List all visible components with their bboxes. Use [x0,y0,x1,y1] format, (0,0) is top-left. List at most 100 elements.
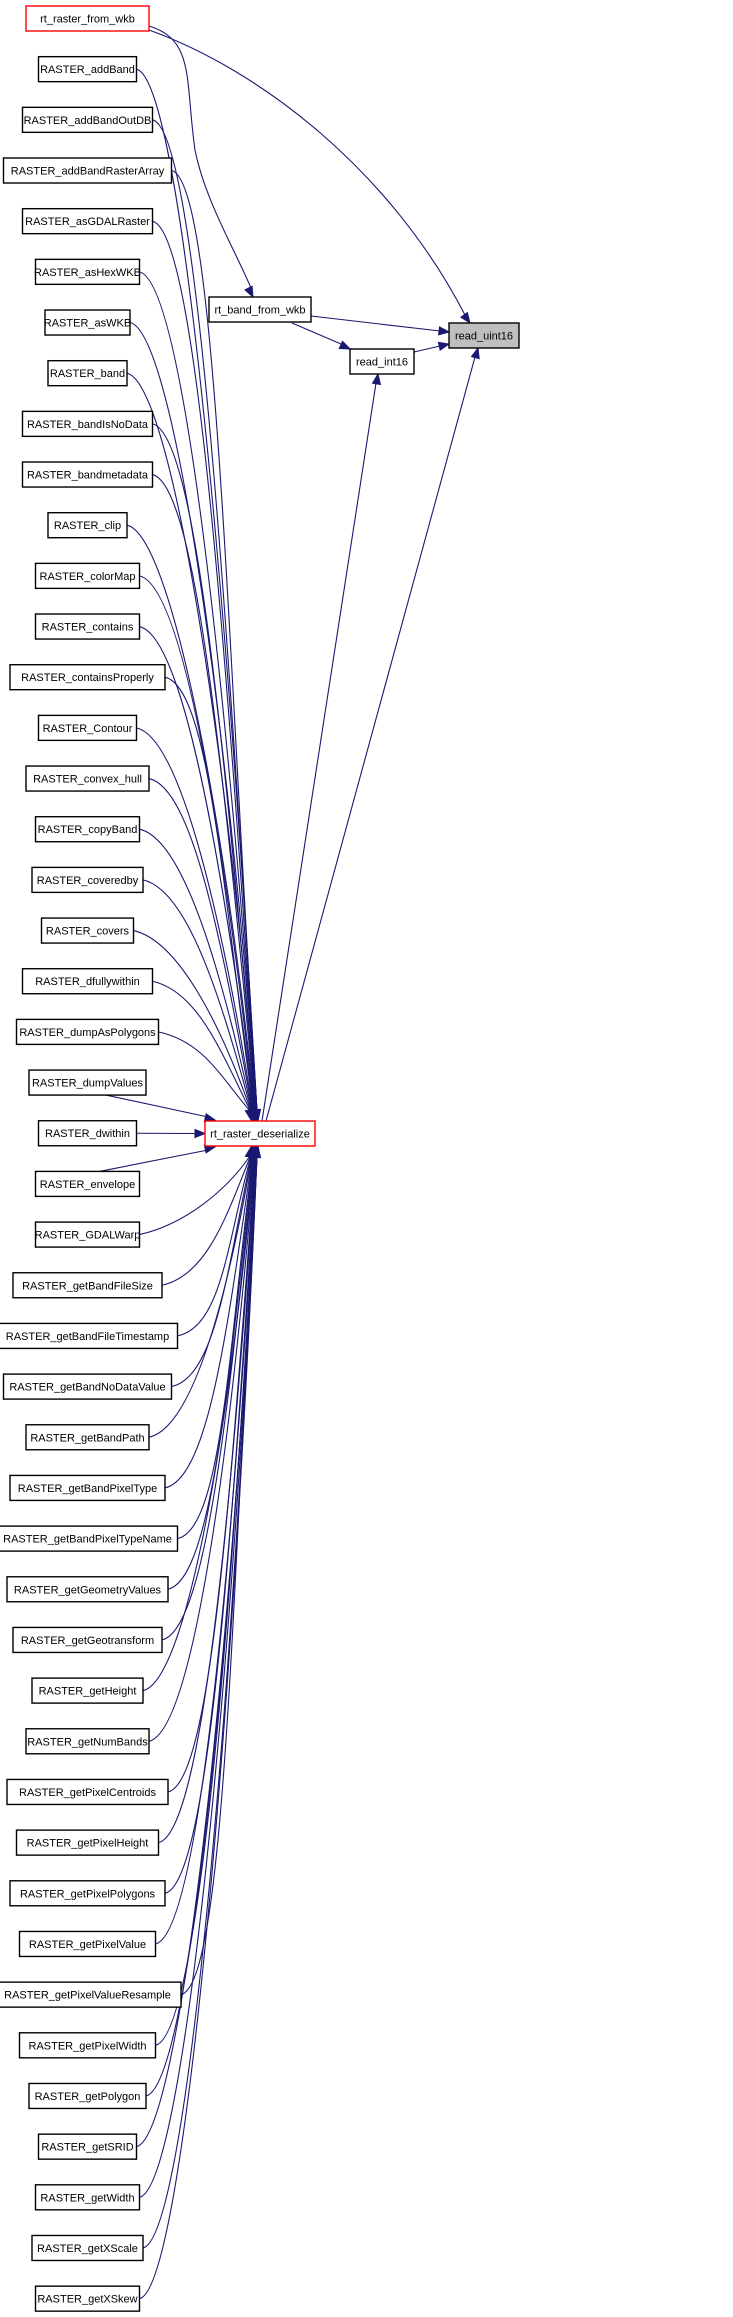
node-raster-getxskew[interactable]: RASTER_getXSkew [34,2285,141,2312]
node-raster-bandisnodata[interactable]: RASTER_bandIsNoData [21,410,154,438]
node-raster-envelope[interactable]: RASTER_envelope [34,1170,141,1198]
arrowhead-icon [338,340,352,350]
node-raster-bandmetadata[interactable]: RASTER_bandmetadata [21,461,154,488]
node-label: RASTER_dumpAsPolygons [19,1027,156,1039]
node-raster-getwidth[interactable]: RASTER_getWidth [34,2184,141,2211]
node-label: RASTER_copyBand [38,824,138,836]
edge-line [261,382,377,1122]
edge-raster-ashexwkb-to-rt-raster-deserialize [139,271,261,1122]
node-label: rt_band_from_wkb [214,305,305,317]
node-box [37,2133,138,2160]
node-raster-getpixelwidth[interactable]: RASTER_getPixelWidth [18,2032,157,2059]
node-raster-dumpaspolygons[interactable]: RASTER_dumpAsPolygons [15,1018,160,1046]
node-raster-getbandfilesize[interactable]: RASTER_getBandFileSize [12,1272,163,1299]
node-raster-contour[interactable]: RASTER_Contour [37,714,138,742]
node-raster-addbandoutdb[interactable]: RASTER_addBandOutDB [21,106,154,134]
edge-rt-raster-deserialize-to-read-int16 [261,372,382,1122]
node-label: RASTER_GDALWarp [35,1230,141,1242]
node-raster-getsrid[interactable]: RASTER_getSRID [37,2133,138,2160]
arrowhead-icon [244,285,254,299]
edge-raster-getwidth-to-rt-raster-deserialize [139,1145,261,2198]
node-box [9,1880,166,1907]
node-raster-getbandnodatavalue[interactable]: RASTER_getBandNoDataValue [2,1373,173,1400]
node-label: RASTER_getPixelHeight [27,1838,149,1850]
node-label: RASTER_dwithin [45,1128,130,1140]
edge-line [152,980,251,1112]
node-raster-contains[interactable]: RASTER_contains [34,613,141,640]
node-raster-getnumbands[interactable]: RASTER_getNumBands [25,1728,150,1755]
node-raster-addbandrasterarray[interactable]: RASTER_addBandRasterArray [2,157,173,184]
node-raster-getpolygon[interactable]: RASTER_getPolygon [28,2082,147,2110]
node-rt-raster-from-wkb[interactable]: rt_raster_from_wkb [25,5,150,32]
node-raster-ashexwkb[interactable]: RASTER_asHexWKB [34,258,141,286]
node-raster-getgeotransform[interactable]: RASTER_getGeotransform [12,1626,163,1654]
node-box [34,1221,141,1248]
edge-line [148,1155,253,1438]
node-label: RASTER_band [50,368,125,380]
node-raster-getbandfiletimestamp[interactable]: RASTER_getBandFileTimestamp [0,1322,179,1350]
node-raster-convex-hull[interactable]: RASTER_convex_hull [25,765,150,792]
edge-line [291,322,342,345]
node-label: RASTER_getPixelValueResample [4,1990,171,2002]
node-raster-getheight[interactable]: RASTER_getHeight [31,1677,144,1704]
node-raster-copyband[interactable]: RASTER_copyBand [34,816,141,843]
node-rt-raster-deserialize[interactable]: rt_raster_deserialize [204,1120,316,1147]
node-box [34,258,141,286]
node-raster-getpixelpolygons[interactable]: RASTER_getPixelPolygons [9,1880,166,1907]
node-box [15,1829,160,1856]
node-raster-getbandpath[interactable]: RASTER_getBandPath [25,1424,150,1451]
edge-line [310,315,441,332]
node-raster-asgdalraster[interactable]: RASTER_asGDALRaster [21,207,154,235]
node-box [12,1626,163,1654]
node-rt-band-from-wkb[interactable]: rt_band_from_wkb [208,296,312,323]
node-box [25,1424,150,1451]
edge-rt-band-from-wkb-to-read-uint16 [310,315,451,336]
node-read-int16[interactable]: read_int16 [349,348,415,375]
node-box [47,359,128,387]
edge-raster-contains-to-rt-raster-deserialize [139,626,258,1122]
node-label: RASTER_coveredby [37,875,139,887]
edge-rt-band-from-wkb-to-read-int16 [291,322,352,350]
node-raster-getpixelvalueresample[interactable]: RASTER_getPixelValueResample [0,1981,182,2008]
node-raster-band[interactable]: RASTER_band [47,359,128,387]
edge-line [413,345,441,353]
node-raster-dumpvalues[interactable]: RASTER_dumpValues [28,1069,147,1096]
node-raster-containsproperly[interactable]: RASTER_containsProperly [9,664,166,691]
edge-line [139,575,256,1112]
node-label: RASTER_containsProperly [21,672,154,684]
node-raster-gdalwarp[interactable]: RASTER_GDALWarp [34,1221,141,1248]
node-raster-getxscale[interactable]: RASTER_getXScale [31,2234,144,2262]
node-raster-dwithin[interactable]: RASTER_dwithin [37,1120,138,1147]
node-read-uint16[interactable]: read_uint16 [448,322,520,349]
node-raster-covers[interactable]: RASTER_covers [40,917,135,944]
edge-line [155,1155,258,2046]
node-box [15,1018,160,1046]
edge-line [148,1155,256,1742]
edge-line [105,1094,209,1118]
node-raster-coveredby[interactable]: RASTER_coveredby [31,866,144,894]
node-raster-getgeometryvalues[interactable]: RASTER_getGeometryValues [6,1576,169,1603]
node-box [34,2184,141,2211]
node-box [47,512,128,539]
node-raster-getpixelvalue[interactable]: RASTER_getPixelValue [18,1930,157,1958]
node-raster-addband[interactable]: RASTER_addBand [37,55,138,83]
node-raster-getbandpixeltype[interactable]: RASTER_getBandPixelType [9,1474,166,1502]
edge-raster-asgdalraster-to-rt-raster-deserialize [152,220,261,1122]
node-label: RASTER_bandIsNoData [27,419,149,431]
node-box [28,1069,147,1096]
node-label: RASTER_getBandFileSize [22,1280,153,1292]
node-box [28,2082,147,2110]
node-raster-getpixelheight[interactable]: RASTER_getPixelHeight [15,1829,160,1856]
node-raster-dfullywithin[interactable]: RASTER_dfullywithin [21,968,154,995]
node-raster-colormap[interactable]: RASTER_colorMap [34,562,141,590]
node-raster-clip[interactable]: RASTER_clip [47,512,128,539]
node-raster-aswkb[interactable]: RASTER_asWKB [44,309,131,336]
node-raster-getpixelcentroids[interactable]: RASTER_getPixelCentroids [6,1778,169,1806]
node-raster-getbandpixeltypename[interactable]: RASTER_getBandPixelTypeName [0,1525,179,1552]
edge-raster-dumpvalues-to-rt-raster-deserialize [105,1094,217,1123]
edge-line [164,676,255,1112]
node-box [21,106,154,134]
edges [99,25,480,2300]
edge-line [152,473,257,1112]
node-label: RASTER_getPolygon [35,2091,141,2103]
